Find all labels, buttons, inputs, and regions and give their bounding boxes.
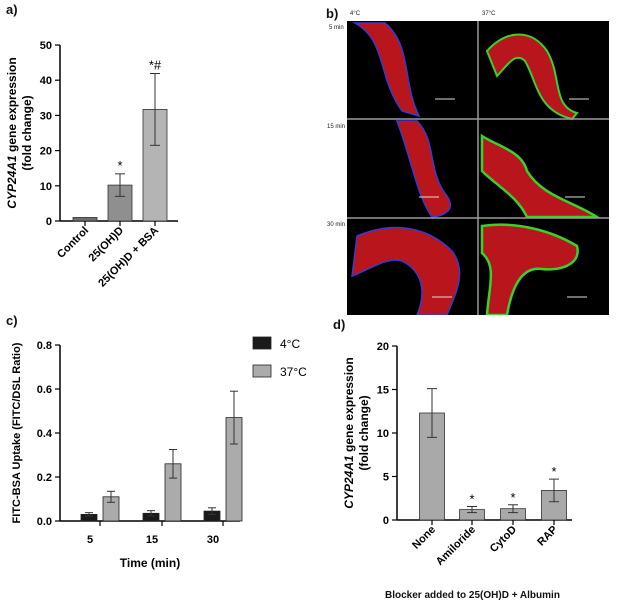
- tissue-strip: [395, 120, 452, 218]
- significance-mark: *#: [149, 58, 162, 73]
- significance-mark: *: [469, 492, 474, 507]
- y-tick-label: 5: [383, 472, 389, 484]
- legend-label: 37°C: [280, 365, 307, 379]
- x-tick-label: 15: [146, 534, 158, 546]
- panel-label-d: d): [333, 317, 346, 332]
- y-tick-label: 0.0: [37, 516, 52, 528]
- micro-row-label-30min: 30 min: [327, 222, 346, 228]
- y-axis-label: FITC-BSA Uptake (FITC/DSL Ratio): [11, 342, 23, 523]
- significance-mark: *: [117, 158, 122, 173]
- panel-label-a: a): [6, 2, 18, 17]
- legend-label: 4°C: [280, 337, 300, 351]
- y-tick-label: 0: [46, 216, 52, 228]
- micrograph-image: [347, 21, 609, 315]
- chart-c: 0.0 0.2 0.4 0.6 0.8 5 15 30 Time (min) FITC-BSA U…: [11, 336, 307, 570]
- micro-row-label-5min: 5 min: [329, 25, 344, 31]
- panel-label-b: b): [326, 6, 339, 21]
- significance-mark: *: [551, 464, 556, 479]
- tissue-strip: [480, 223, 579, 315]
- y-tick-label: 10: [377, 428, 389, 440]
- significance-mark: *: [510, 490, 515, 505]
- micrograph-panel: [347, 21, 609, 315]
- y-axis-label: CYP24A1 gene expression: [5, 57, 19, 208]
- y-tick-label: 0.6: [37, 384, 52, 396]
- chart-d: 0 5 10 15 20 None * Amiloride * CytoD * RAP CYP24A1 …: [342, 341, 572, 568]
- tissue-strip: [480, 133, 602, 219]
- y-tick-label: 0.4: [37, 428, 53, 440]
- tissue-strip: [351, 226, 461, 315]
- y-tick-label: 40: [40, 75, 52, 87]
- x-tick-label: CytoD: [488, 524, 519, 555]
- bar: [72, 217, 98, 222]
- y-tick-label: 15: [377, 385, 389, 397]
- y-tick-label: 10: [40, 181, 52, 193]
- y-axis-label: CYP24A1 gene expression: [342, 357, 356, 508]
- y-axis-label-line2: (fold change): [357, 395, 371, 470]
- y-tick-label: 20: [40, 146, 52, 158]
- y-tick-label: 0: [383, 515, 389, 527]
- x-tick-label: 30: [207, 534, 219, 546]
- y-tick-label: 20: [377, 341, 389, 353]
- panel-label-c: c): [6, 313, 18, 328]
- micro-row-label-15min: 15 min: [327, 124, 346, 130]
- micro-col-label-37c: 37°C: [482, 11, 496, 17]
- x-axis-label: Time (min): [120, 556, 180, 570]
- y-axis-label-line2: (fold change): [20, 95, 34, 170]
- x-tick-label: None: [410, 524, 438, 552]
- y-tick-label: 30: [40, 110, 52, 122]
- micro-col-label-4c: 4°C: [350, 11, 361, 17]
- x-tick-label: RAP: [535, 524, 560, 549]
- legend-swatch: [252, 336, 272, 350]
- x-tick-label: 5: [87, 534, 93, 546]
- y-tick-label: 50: [40, 40, 52, 52]
- chart-d-caption: Blocker added to 25(OH)D + Albumin: [385, 590, 560, 601]
- tissue-strip: [352, 22, 421, 118]
- y-tick-label: 0.8: [37, 340, 52, 352]
- x-tick-label: Amiloride: [434, 524, 478, 568]
- legend-swatch: [252, 364, 272, 378]
- y-tick-label: 0.2: [37, 472, 52, 484]
- x-tick-label: 25(OH)D + BSA: [96, 225, 161, 290]
- tissue-strip: [485, 33, 579, 121]
